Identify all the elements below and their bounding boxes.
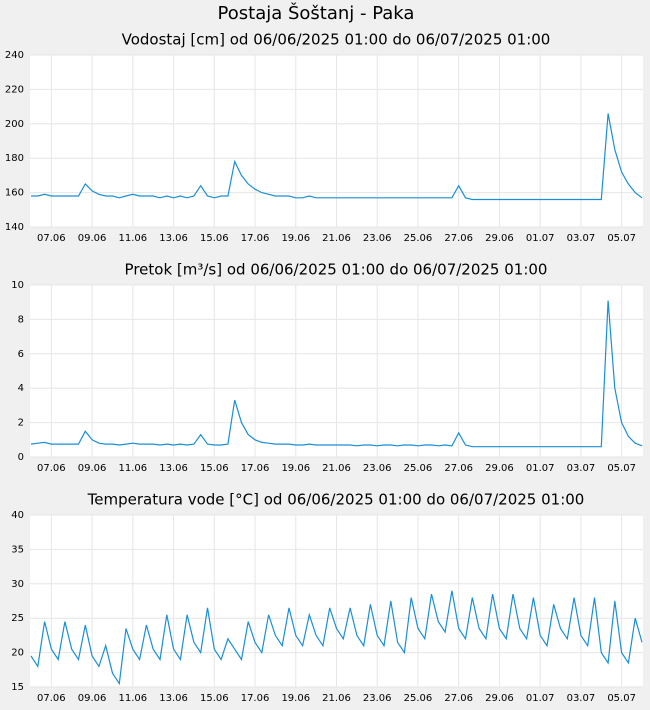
x-tick-label: 13.06 — [159, 463, 188, 474]
data-line — [30, 300, 643, 448]
x-tick-label: 07.06 — [37, 693, 66, 704]
x-tick-label: 17.06 — [241, 463, 270, 474]
y-tick-label: 10 — [11, 280, 24, 291]
x-tick-label: 21.06 — [322, 693, 351, 704]
page-title: Postaja Šoštanj - Paka — [218, 2, 415, 24]
y-tick-label: 220 — [5, 84, 24, 95]
x-tick-label: 19.06 — [281, 693, 310, 704]
y-tick-label: 140 — [5, 222, 24, 233]
x-tick-label: 07.06 — [37, 463, 66, 474]
x-tick-label: 25.06 — [404, 693, 433, 704]
x-tick-label: 21.06 — [322, 233, 351, 244]
y-tick-label: 6 — [18, 349, 24, 360]
x-tick-label: 05.07 — [607, 693, 636, 704]
x-tick-label: 05.07 — [607, 233, 636, 244]
x-tick-label: 01.07 — [526, 693, 555, 704]
x-tick-label: 03.07 — [567, 463, 596, 474]
x-tick-label: 21.06 — [322, 463, 351, 474]
x-tick-label: 17.06 — [241, 693, 270, 704]
x-tick-label: 01.07 — [526, 463, 555, 474]
y-tick-label: 160 — [5, 188, 24, 199]
y-tick-label: 0 — [18, 452, 24, 463]
y-tick-label: 20 — [11, 648, 24, 659]
x-tick-label: 09.06 — [78, 693, 107, 704]
x-tick-label: 17.06 — [241, 233, 270, 244]
y-tick-label: 4 — [18, 383, 24, 394]
x-tick-label: 13.06 — [159, 693, 188, 704]
x-tick-label: 05.07 — [607, 463, 636, 474]
y-tick-label: 25 — [11, 613, 24, 624]
x-tick-label: 25.06 — [404, 463, 433, 474]
x-tick-label: 27.06 — [444, 233, 473, 244]
data-line — [31, 113, 643, 201]
x-tick-label: 19.06 — [281, 463, 310, 474]
x-tick-label: 11.06 — [119, 463, 148, 474]
x-tick-label: 03.07 — [567, 693, 596, 704]
x-tick-label: 29.06 — [485, 693, 514, 704]
x-tick-label: 01.07 — [526, 233, 555, 244]
x-tick-label: 27.06 — [444, 693, 473, 704]
chart-title: Pretok [m³/s] od 06/06/2025 01:00 do 06/… — [125, 261, 548, 279]
y-tick-label: 15 — [11, 682, 24, 693]
y-tick-label: 240 — [5, 50, 24, 61]
x-tick-label: 13.06 — [159, 233, 188, 244]
x-tick-label: 23.06 — [363, 463, 392, 474]
chart-title: Vodostaj [cm] od 06/06/2025 01:00 do 06/… — [122, 31, 551, 49]
x-tick-label: 25.06 — [404, 233, 433, 244]
x-tick-label: 09.06 — [78, 463, 107, 474]
x-tick-label: 23.06 — [363, 233, 392, 244]
x-tick-label: 15.06 — [200, 233, 229, 244]
y-tick-label: 180 — [5, 153, 24, 164]
x-tick-label: 15.06 — [200, 693, 229, 704]
y-tick-label: 2 — [18, 418, 24, 429]
y-tick-label: 30 — [11, 579, 24, 590]
x-tick-label: 07.06 — [37, 233, 66, 244]
y-tick-label: 40 — [11, 510, 24, 521]
x-tick-label: 09.06 — [78, 233, 107, 244]
x-tick-label: 23.06 — [363, 693, 392, 704]
y-tick-label: 200 — [5, 119, 24, 130]
y-tick-label: 8 — [18, 314, 24, 325]
x-tick-label: 29.06 — [485, 463, 514, 474]
x-tick-label: 15.06 — [200, 463, 229, 474]
x-tick-label: 11.06 — [119, 233, 148, 244]
x-tick-label: 29.06 — [485, 233, 514, 244]
x-tick-label: 11.06 — [119, 693, 148, 704]
chart-title: Temperatura vode [°C] od 06/06/2025 01:0… — [87, 491, 585, 509]
data-line — [30, 590, 643, 686]
x-tick-label: 19.06 — [281, 233, 310, 244]
x-tick-label: 27.06 — [444, 463, 473, 474]
y-tick-label: 35 — [11, 544, 24, 555]
x-tick-label: 03.07 — [567, 233, 596, 244]
